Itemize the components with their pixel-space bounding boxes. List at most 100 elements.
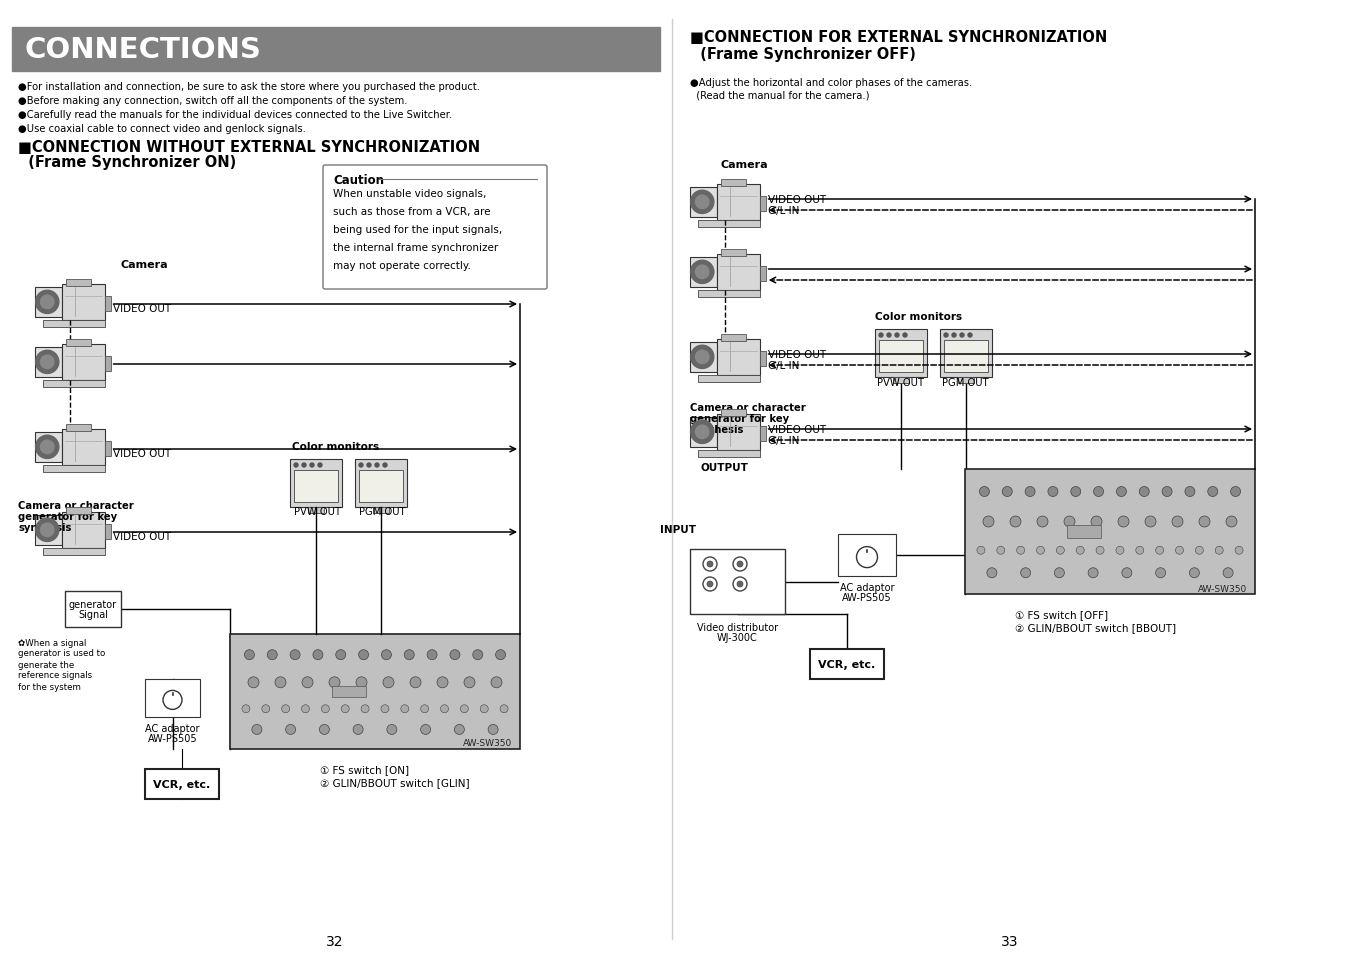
Bar xyxy=(759,427,766,441)
Circle shape xyxy=(290,650,300,660)
Text: (Read the manual for the camera.): (Read the manual for the camera.) xyxy=(690,91,870,101)
Circle shape xyxy=(295,463,299,468)
Bar xyxy=(944,340,988,373)
Bar xyxy=(66,339,91,346)
Circle shape xyxy=(41,355,54,369)
Circle shape xyxy=(1119,517,1129,527)
Circle shape xyxy=(1002,487,1012,497)
Text: WJ-300C: WJ-300C xyxy=(717,633,758,642)
Text: ■CONNECTION FOR EXTERNAL SYNCHRONIZATION: ■CONNECTION FOR EXTERNAL SYNCHRONIZATION xyxy=(690,30,1108,46)
Circle shape xyxy=(461,705,469,713)
Text: ■CONNECTION WITHOUT EXTERNAL SYNCHRONIZATION: ■CONNECTION WITHOUT EXTERNAL SYNCHRONIZA… xyxy=(18,139,480,154)
Bar xyxy=(720,335,746,341)
Bar xyxy=(12,28,661,71)
Text: G/L IN: G/L IN xyxy=(767,436,798,446)
Bar xyxy=(690,417,717,448)
Circle shape xyxy=(1054,568,1065,578)
Text: PGM OUT: PGM OUT xyxy=(359,506,405,517)
Text: VIDEO OUT: VIDEO OUT xyxy=(767,350,825,359)
Circle shape xyxy=(952,334,957,337)
Circle shape xyxy=(249,677,259,688)
Bar xyxy=(690,342,717,373)
Bar xyxy=(720,410,746,416)
Circle shape xyxy=(382,463,386,468)
Text: OUTPUT: OUTPUT xyxy=(700,462,748,473)
Text: G/L IN: G/L IN xyxy=(767,360,798,371)
Circle shape xyxy=(997,547,1005,555)
Circle shape xyxy=(1139,487,1150,497)
Circle shape xyxy=(454,724,465,735)
Bar xyxy=(690,257,717,288)
Text: AW-PS505: AW-PS505 xyxy=(147,733,197,743)
Text: PVW OUT: PVW OUT xyxy=(877,377,924,388)
Text: ●Before making any connection, switch off all the components of the system.: ●Before making any connection, switch of… xyxy=(18,96,408,106)
Text: such as those from a VCR, are: such as those from a VCR, are xyxy=(332,207,490,216)
Text: Camera: Camera xyxy=(120,260,168,270)
Text: VIDEO OUT: VIDEO OUT xyxy=(112,304,170,314)
Text: AW-PS505: AW-PS505 xyxy=(842,593,892,602)
Text: ●Use coaxial cable to connect video and genlock signals.: ●Use coaxial cable to connect video and … xyxy=(18,124,305,133)
Circle shape xyxy=(401,705,409,713)
Text: may not operate correctly.: may not operate correctly. xyxy=(332,261,471,271)
Text: (Frame Synchronizer ON): (Frame Synchronizer ON) xyxy=(18,155,236,171)
Circle shape xyxy=(251,724,262,735)
Circle shape xyxy=(888,334,892,337)
Circle shape xyxy=(1025,487,1035,497)
Circle shape xyxy=(376,463,380,468)
Bar xyxy=(65,592,122,627)
Circle shape xyxy=(473,650,482,660)
Circle shape xyxy=(1088,568,1098,578)
Bar xyxy=(698,375,759,382)
Circle shape xyxy=(1116,547,1124,555)
Text: generate the: generate the xyxy=(18,659,74,669)
Text: ●Adjust the horizontal and color phases of the cameras.: ●Adjust the horizontal and color phases … xyxy=(690,78,973,88)
Circle shape xyxy=(984,517,994,527)
Circle shape xyxy=(488,724,499,735)
Bar xyxy=(875,330,927,377)
Circle shape xyxy=(440,705,449,713)
Circle shape xyxy=(1223,568,1233,578)
Circle shape xyxy=(690,346,713,369)
Circle shape xyxy=(1225,517,1238,527)
Bar xyxy=(355,459,407,507)
Circle shape xyxy=(41,523,54,537)
Circle shape xyxy=(894,334,898,337)
Circle shape xyxy=(361,705,369,713)
Circle shape xyxy=(1077,547,1085,555)
Circle shape xyxy=(880,334,884,337)
Circle shape xyxy=(986,568,997,578)
Bar xyxy=(698,220,759,227)
Bar xyxy=(893,377,909,384)
Circle shape xyxy=(738,581,743,587)
Circle shape xyxy=(1208,487,1217,497)
Bar xyxy=(104,297,111,312)
Bar xyxy=(66,424,91,432)
Circle shape xyxy=(309,463,313,468)
Text: Camera: Camera xyxy=(720,160,767,170)
Circle shape xyxy=(404,650,415,660)
Bar xyxy=(66,279,91,287)
Text: generator is used to: generator is used to xyxy=(18,649,105,658)
Circle shape xyxy=(336,650,346,660)
Circle shape xyxy=(979,487,989,497)
Circle shape xyxy=(303,677,313,688)
Circle shape xyxy=(1235,547,1243,555)
Bar xyxy=(43,465,104,472)
FancyBboxPatch shape xyxy=(323,166,547,290)
Circle shape xyxy=(1155,568,1166,578)
Bar xyxy=(145,769,219,800)
Circle shape xyxy=(35,291,59,314)
Bar xyxy=(690,550,785,615)
Circle shape xyxy=(1092,517,1102,527)
Circle shape xyxy=(35,518,59,542)
Circle shape xyxy=(420,724,431,735)
Bar xyxy=(43,548,104,555)
Text: 33: 33 xyxy=(1001,934,1019,948)
Circle shape xyxy=(358,650,369,660)
Text: PGM OUT: PGM OUT xyxy=(942,377,989,388)
Circle shape xyxy=(41,440,54,455)
Text: AC adaptor: AC adaptor xyxy=(840,582,894,593)
Circle shape xyxy=(1175,547,1183,555)
Circle shape xyxy=(450,650,459,660)
Circle shape xyxy=(1189,568,1200,578)
